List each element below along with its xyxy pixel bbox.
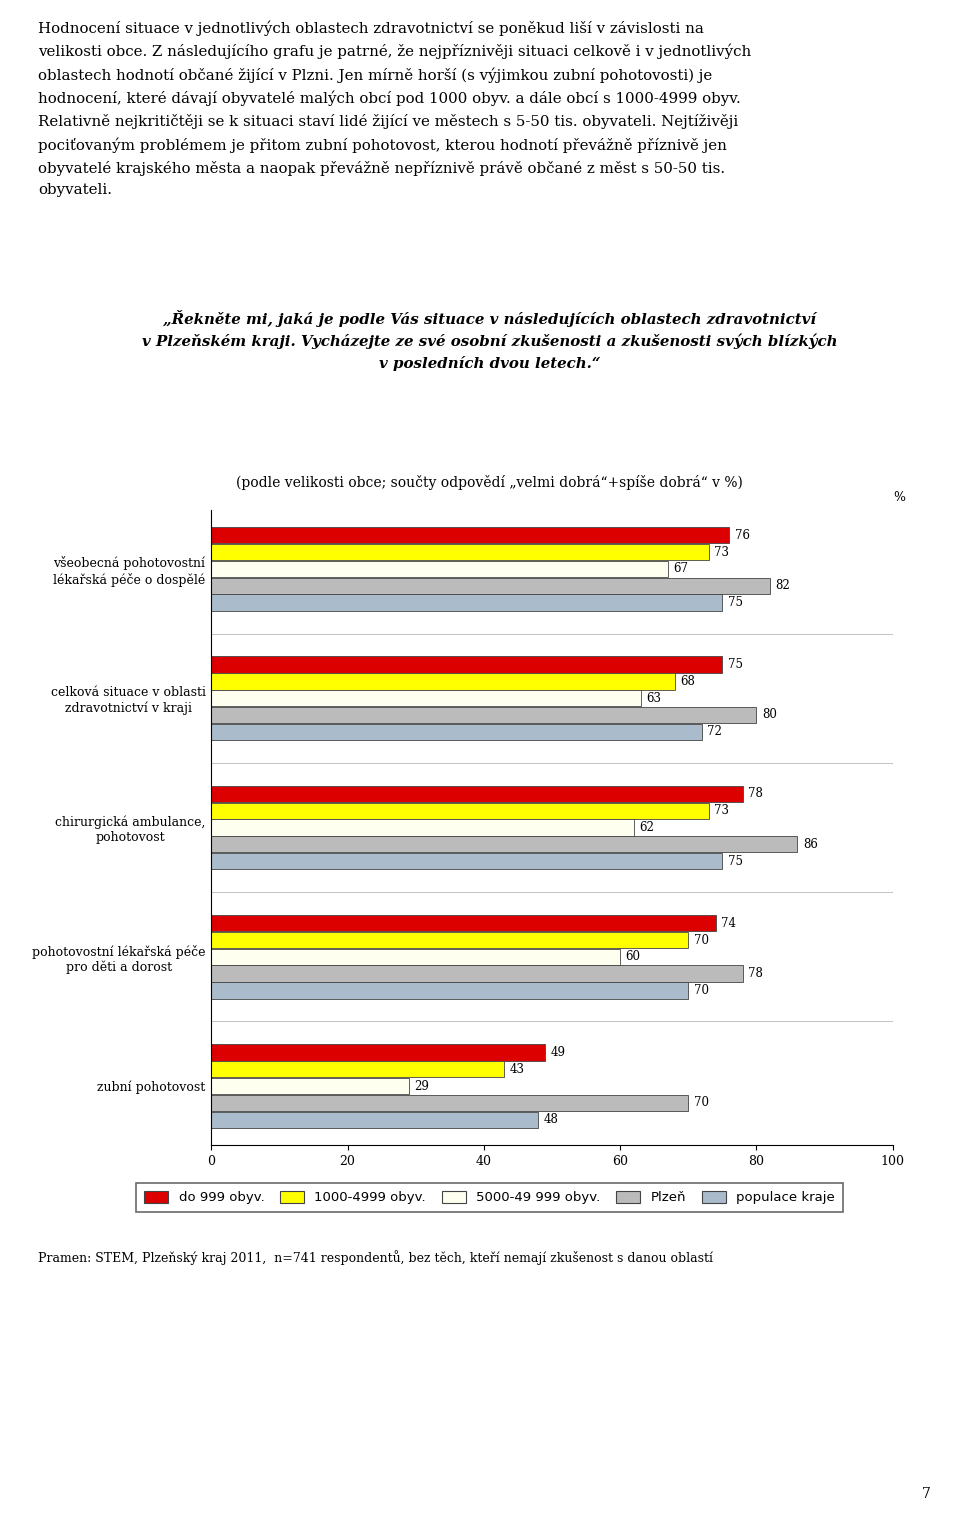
Bar [211, 803, 708, 818]
Text: 82: 82 [776, 579, 790, 593]
Legend: do 999 obyv., 1000-4999 obyv., 5000-49 999 obyv., Plzeň, populace kraje: do 999 obyv., 1000-4999 obyv., 5000-49 9… [136, 1183, 843, 1212]
Text: 70: 70 [694, 934, 708, 946]
Bar [211, 1061, 504, 1077]
Text: 68: 68 [680, 675, 695, 687]
Text: „Řekněte mi, jaká je podle Vás situace v následujících oblastech zdravotnictví
v: „Řekněte mi, jaká je podle Vás situace v… [142, 309, 837, 370]
Text: 80: 80 [762, 709, 777, 721]
Text: 86: 86 [803, 838, 818, 850]
Text: 48: 48 [543, 1113, 559, 1126]
Text: 78: 78 [748, 788, 763, 800]
Text: 78: 78 [748, 968, 763, 980]
Text: 29: 29 [415, 1079, 429, 1093]
Bar [211, 527, 730, 544]
Text: Pramen: STEM, Plzeňský kraj 2011,  n=741 respondentů, bez těch, kteří nemají zku: Pramen: STEM, Plzeňský kraj 2011, n=741 … [38, 1250, 713, 1265]
Text: (podle velikosti obce; součty odpovědí „velmi dobrá“+spíše dobrá“ v %): (podle velikosti obce; součty odpovědí „… [236, 475, 743, 491]
Text: 72: 72 [708, 725, 722, 738]
Bar [211, 1094, 688, 1111]
Text: 7: 7 [923, 1487, 931, 1501]
Bar [211, 983, 688, 998]
Text: 67: 67 [673, 562, 688, 576]
Text: 43: 43 [510, 1062, 525, 1076]
Text: 76: 76 [734, 529, 750, 541]
Bar [211, 657, 723, 672]
Bar [211, 707, 756, 724]
Text: 75: 75 [728, 596, 743, 610]
Bar [211, 931, 688, 948]
Text: 70: 70 [694, 985, 708, 997]
Bar [211, 690, 640, 706]
Text: 74: 74 [721, 917, 736, 930]
Bar [211, 786, 743, 802]
Text: 73: 73 [714, 546, 730, 558]
Bar [211, 1044, 545, 1061]
Bar [211, 837, 798, 852]
Bar [211, 1111, 539, 1128]
Text: 70: 70 [694, 1096, 708, 1109]
Bar [211, 724, 702, 741]
Bar [211, 820, 634, 835]
Text: 75: 75 [728, 658, 743, 671]
Text: 49: 49 [551, 1045, 565, 1059]
Bar [211, 674, 675, 689]
Text: 62: 62 [639, 821, 654, 834]
Bar [211, 966, 743, 981]
Text: Hodnocení situace v jednotlivých oblastech zdravotnictví se poněkud liší v závis: Hodnocení situace v jednotlivých oblaste… [38, 20, 752, 197]
Bar [211, 853, 723, 869]
Text: %: % [893, 491, 905, 503]
Text: 73: 73 [714, 805, 730, 817]
Text: 60: 60 [626, 951, 640, 963]
Bar [211, 561, 668, 578]
Bar [211, 578, 770, 594]
Bar [211, 948, 620, 965]
Bar [211, 594, 723, 611]
Text: 63: 63 [646, 692, 661, 704]
Text: 75: 75 [728, 855, 743, 867]
Bar [211, 914, 715, 931]
Bar [211, 1077, 409, 1094]
Bar [211, 544, 708, 561]
